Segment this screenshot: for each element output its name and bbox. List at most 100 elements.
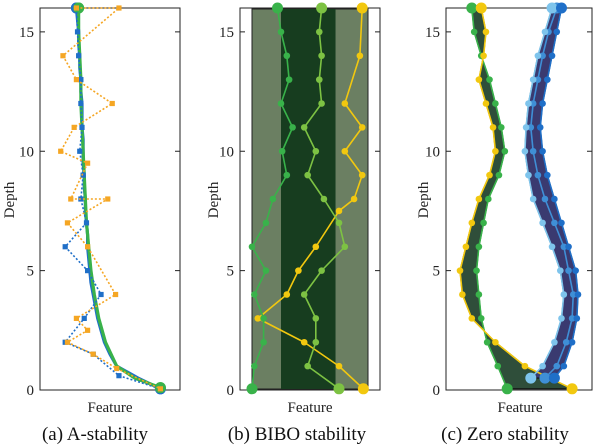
- series-marker: [262, 219, 270, 227]
- series-marker: [501, 147, 509, 155]
- series-marker: [320, 195, 328, 203]
- series-marker: [534, 171, 542, 179]
- series-marker: [553, 362, 561, 370]
- panel-c-ylabel: Depth: [416, 181, 432, 218]
- series-marker: [459, 291, 466, 298]
- series-marker: [558, 219, 565, 227]
- series-marker: [568, 315, 576, 322]
- series-marker: [529, 76, 537, 83]
- series-marker: [521, 147, 529, 155]
- series-marker: [486, 76, 493, 83]
- series-marker: [522, 124, 530, 131]
- series-marker: [85, 268, 91, 274]
- ytick-label: 0: [227, 383, 235, 399]
- series-marker: [462, 243, 470, 251]
- series-marker: [480, 219, 487, 227]
- series-marker: [260, 315, 267, 322]
- series-marker: [494, 362, 502, 370]
- series-marker: [475, 2, 487, 14]
- series-marker: [74, 29, 81, 35]
- series-marker: [529, 195, 537, 203]
- series-marker: [492, 147, 499, 155]
- series-marker: [568, 338, 576, 346]
- series-marker: [551, 338, 558, 346]
- ytick-label: 5: [227, 264, 235, 280]
- series-marker: [283, 52, 291, 60]
- series-marker: [68, 196, 74, 202]
- series-marker: [113, 291, 119, 298]
- series-marker: [555, 2, 567, 14]
- series-marker: [64, 220, 71, 226]
- series-marker: [475, 195, 483, 203]
- series-marker: [546, 2, 558, 14]
- series-marker: [116, 373, 122, 379]
- series-marker: [318, 100, 325, 107]
- panel-zero-stability: 0 5 10 15 Feature Depth (c) Zero stability: [416, 2, 593, 445]
- series-marker: [544, 171, 551, 179]
- series-marker: [277, 100, 285, 107]
- panel-a-stability: 0 5 10 15 Feature Depth (a) A-stability: [2, 2, 181, 445]
- series-marker: [85, 327, 91, 333]
- series-marker: [262, 267, 270, 274]
- series-marker: [492, 100, 499, 107]
- series-marker: [536, 124, 544, 131]
- series-marker: [541, 28, 549, 36]
- series-marker: [560, 291, 568, 298]
- panel-c-yticks: 0 5 10 15: [425, 25, 592, 399]
- series-marker: [501, 383, 513, 395]
- series-marker: [285, 76, 293, 83]
- series-marker: [254, 315, 262, 322]
- series-marker: [557, 267, 564, 274]
- series-marker: [569, 291, 577, 298]
- series-marker: [105, 196, 111, 202]
- series-marker: [73, 77, 79, 83]
- series-marker: [539, 219, 546, 227]
- series-marker: [539, 52, 546, 60]
- series-marker: [64, 339, 71, 345]
- series-marker: [558, 315, 565, 322]
- series-marker: [525, 100, 532, 107]
- series-marker: [565, 267, 572, 274]
- series-marker: [278, 147, 286, 155]
- series-marker: [78, 77, 84, 83]
- series-marker: [551, 195, 558, 203]
- series-marker: [316, 2, 328, 14]
- series-marker: [109, 100, 115, 107]
- series-marker: [300, 124, 308, 131]
- series-marker: [534, 76, 542, 83]
- panel-b-axes-frame: [239, 7, 381, 391]
- series-marker: [318, 52, 325, 60]
- series-marker: [77, 148, 83, 154]
- series-marker: [300, 291, 308, 298]
- series-marker: [539, 100, 546, 107]
- panel-c-series: [456, 2, 582, 395]
- series-marker: [466, 2, 478, 14]
- series-marker: [289, 124, 296, 131]
- series-marker: [78, 100, 84, 107]
- series-marker: [341, 100, 349, 107]
- series-marker: [341, 147, 349, 155]
- series-marker: [315, 28, 323, 36]
- series-marker: [277, 28, 285, 36]
- series-marker: [548, 372, 560, 384]
- series-marker: [76, 53, 82, 59]
- ytick-label: 15: [425, 25, 440, 41]
- series-marker: [300, 338, 308, 346]
- series-marker: [572, 267, 579, 274]
- series-marker: [525, 171, 532, 179]
- series-marker: [521, 362, 529, 370]
- panel-c-axes-frame: [445, 7, 593, 391]
- series-marker: [283, 171, 291, 179]
- series-marker: [483, 338, 491, 346]
- series-marker: [98, 291, 104, 298]
- series-marker: [473, 267, 480, 274]
- panel-a-series: [58, 2, 166, 395]
- series-marker: [539, 372, 551, 384]
- series-marker: [574, 291, 582, 298]
- panel-b-series: [246, 2, 369, 395]
- series-marker: [565, 243, 572, 251]
- panel-b-caption: (b) BIBO stability: [228, 424, 367, 445]
- right-stability-region: [524, 7, 579, 379]
- panel-a-xlabel: Feature: [88, 400, 133, 416]
- bibo-inner-band: [281, 9, 336, 389]
